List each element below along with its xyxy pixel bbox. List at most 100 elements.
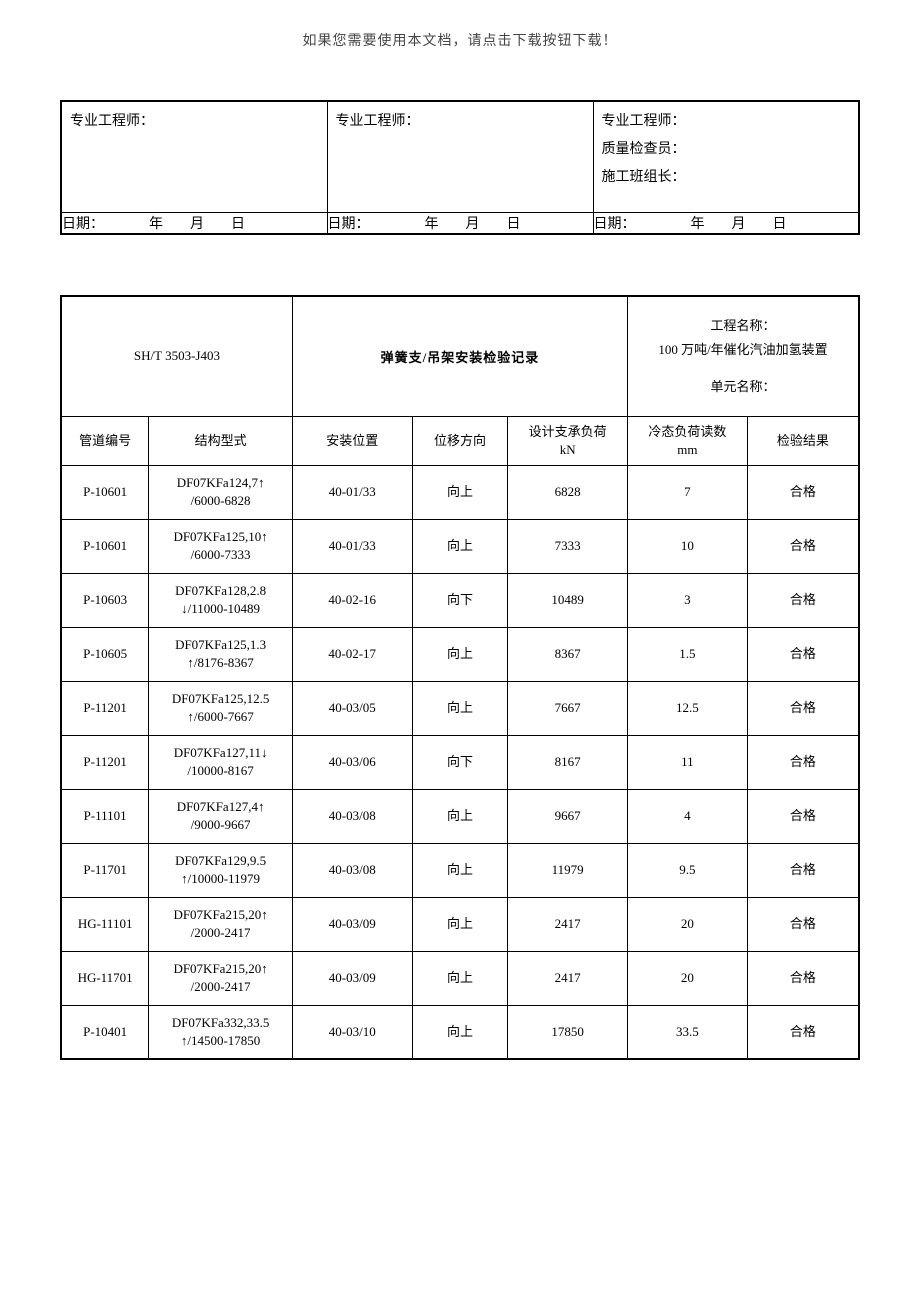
day-1: 日 — [231, 217, 245, 232]
cell-dir: 向下 — [412, 573, 508, 627]
cell-struct: DF07KFa127,11↓/10000-8167 — [149, 735, 293, 789]
project-unit-label: 单元名称： — [636, 375, 850, 398]
month-3: 月 — [732, 217, 746, 232]
year-2: 年 — [425, 217, 439, 232]
cell-load: 11979 — [508, 843, 628, 897]
date-label-3: 日期： — [594, 217, 636, 232]
cell-cold: 20 — [628, 951, 748, 1005]
table-row: P-11201DF07KFa127,11↓/10000-816740-03/06… — [61, 735, 859, 789]
cell-pos: 40-03/05 — [292, 681, 412, 735]
cell-load: 8367 — [508, 627, 628, 681]
cell-cold: 10 — [628, 519, 748, 573]
col-load-l2: kN — [560, 442, 576, 457]
cell-cold: 20 — [628, 897, 748, 951]
sig-col2-top: 专业工程师： — [328, 102, 593, 212]
col-load: 设计支承负荷 kN — [508, 416, 628, 465]
sig-date-1: 日期： 年 月 日 — [61, 213, 327, 235]
month-1: 月 — [190, 217, 204, 232]
cell-pipe: P-11201 — [61, 681, 149, 735]
cell-cold: 4 — [628, 789, 748, 843]
cell-dir: 向上 — [412, 789, 508, 843]
cell-pos: 40-03/09 — [292, 897, 412, 951]
table-row: P-11101DF07KFa127,4↑/9000-966740-03/08向上… — [61, 789, 859, 843]
cell-cold: 12.5 — [628, 681, 748, 735]
sig-inspector-label: 质量检查员： — [602, 136, 851, 164]
cell-dir: 向上 — [412, 951, 508, 1005]
cell-struct: DF07KFa128,2.8↓/11000-10489 — [149, 573, 293, 627]
date-label-1: 日期： — [62, 217, 104, 232]
sig-date-3: 日期： 年 月 日 — [593, 213, 859, 235]
cell-pos: 40-02-16 — [292, 573, 412, 627]
cell-load: 8167 — [508, 735, 628, 789]
cell-pipe: HG-11101 — [61, 897, 149, 951]
cell-struct: DF07KFa129,9.5↑/10000-11979 — [149, 843, 293, 897]
year-1: 年 — [149, 217, 163, 232]
cell-struct: DF07KFa215,20↑/2000-2417 — [149, 951, 293, 1005]
sig-engineer-label-3: 专业工程师： — [602, 108, 851, 136]
cell-load: 6828 — [508, 465, 628, 519]
day-3: 日 — [773, 217, 787, 232]
cell-pos: 40-03/10 — [292, 1005, 412, 1059]
cell-struct: DF07KFa125,1.3↑/8176-8367 — [149, 627, 293, 681]
cell-result: 合格 — [747, 519, 859, 573]
cell-struct: DF07KFa332,33.5↑/14500-17850 — [149, 1005, 293, 1059]
col-load-l1: 设计支承负荷 — [529, 424, 607, 439]
month-2: 月 — [466, 217, 480, 232]
project-name-label: 工程名称： — [636, 314, 850, 337]
cell-load: 7333 — [508, 519, 628, 573]
cell-dir: 向上 — [412, 843, 508, 897]
col-struct: 结构型式 — [149, 416, 293, 465]
cell-cold: 3 — [628, 573, 748, 627]
table-row: HG-11101DF07KFa215,20↑/2000-241740-03/09… — [61, 897, 859, 951]
cell-pipe: P-10401 — [61, 1005, 149, 1059]
project-info: 工程名称： 100 万吨/年催化汽油加氢装置 单元名称： — [628, 296, 859, 416]
col-pos: 安装位置 — [292, 416, 412, 465]
cell-load: 10489 — [508, 573, 628, 627]
cell-result: 合格 — [747, 897, 859, 951]
cell-load: 7667 — [508, 681, 628, 735]
cell-result: 合格 — [747, 573, 859, 627]
cell-dir: 向上 — [412, 519, 508, 573]
cell-pipe: P-10605 — [61, 627, 149, 681]
cell-pos: 40-03/06 — [292, 735, 412, 789]
year-3: 年 — [691, 217, 705, 232]
cell-pipe: P-11101 — [61, 789, 149, 843]
date-label-2: 日期： — [328, 217, 370, 232]
table-row: P-11701DF07KFa129,9.5↑/10000-1197940-03/… — [61, 843, 859, 897]
cell-cold: 9.5 — [628, 843, 748, 897]
sig-col3-top: 专业工程师： 质量检查员： 施工班组长： — [594, 102, 859, 212]
cell-load: 17850 — [508, 1005, 628, 1059]
signature-table: 专业工程师： 专业工程师： 专业工程师： 质量检查员： 施工班组长： 日期： 年… — [60, 100, 860, 235]
cell-result: 合格 — [747, 627, 859, 681]
table-row: P-10605DF07KFa125,1.3↑/8176-836740-02-17… — [61, 627, 859, 681]
cell-result: 合格 — [747, 681, 859, 735]
sig-team-label: 施工班组长： — [602, 164, 851, 192]
sig-engineer-label-2: 专业工程师： — [336, 114, 420, 129]
cell-load: 2417 — [508, 897, 628, 951]
sig-date-2: 日期： 年 月 日 — [327, 213, 593, 235]
col-result: 检验结果 — [747, 416, 859, 465]
cell-pos: 40-01/33 — [292, 465, 412, 519]
cell-dir: 向上 — [412, 465, 508, 519]
table-row: P-10601DF07KFa124,7↑/6000-682840-01/33向上… — [61, 465, 859, 519]
cell-pipe: HG-11701 — [61, 951, 149, 1005]
project-name-value: 100 万吨/年催化汽油加氢装置 — [636, 338, 850, 361]
cell-dir: 向上 — [412, 681, 508, 735]
main-table: SH/T 3503-J403 弹簧支/吊架安装检验记录 工程名称： 100 万吨… — [60, 295, 860, 1060]
cell-result: 合格 — [747, 843, 859, 897]
cell-pipe: P-10601 — [61, 465, 149, 519]
cell-pos: 40-03/09 — [292, 951, 412, 1005]
col-cold: 冷态负荷读数 mm — [628, 416, 748, 465]
col-pipe: 管道编号 — [61, 416, 149, 465]
doc-title: 弹簧支/吊架安装检验记录 — [292, 296, 627, 416]
cell-struct: DF07KFa215,20↑/2000-2417 — [149, 897, 293, 951]
cell-struct: DF07KFa125,10↑/6000-7333 — [149, 519, 293, 573]
cell-pos: 40-02-17 — [292, 627, 412, 681]
cell-dir: 向下 — [412, 735, 508, 789]
cell-pipe: P-11201 — [61, 735, 149, 789]
cell-cold: 7 — [628, 465, 748, 519]
cell-pipe: P-10601 — [61, 519, 149, 573]
col-cold-l2: mm — [677, 442, 697, 457]
cell-struct: DF07KFa125,12.5↑/6000-7667 — [149, 681, 293, 735]
sig-col1-top: 专业工程师： — [62, 102, 327, 212]
